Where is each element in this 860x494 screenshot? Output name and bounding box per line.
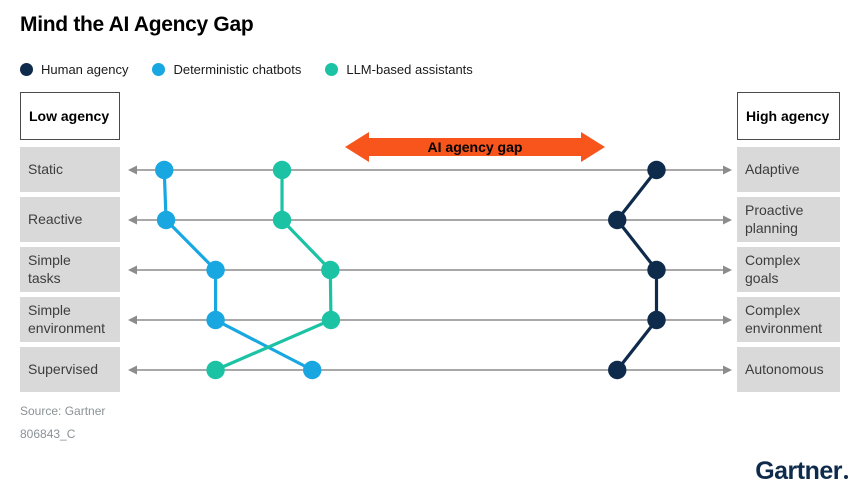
row-label-proactive-planning: Proactive planning — [737, 197, 840, 242]
data-point — [608, 360, 627, 380]
deterministic-chatbots-dot-icon — [152, 63, 166, 76]
legend-item-deterministic-chatbots: Deterministic chatbots — [152, 62, 301, 77]
row-label-complex-goals: Complex goals — [737, 247, 840, 292]
left-arrowhead-icon — [128, 215, 137, 225]
data-point — [206, 360, 225, 380]
data-point — [156, 210, 176, 230]
data-point — [321, 310, 341, 330]
logo-period-icon — [844, 475, 848, 479]
gap-arrow-shape — [345, 132, 605, 162]
gartner-logo-text: Gartner — [755, 457, 842, 485]
row-label-simple-tasks: Simple tasks — [20, 247, 120, 292]
row-label-static: Static — [20, 147, 120, 192]
data-point — [303, 360, 322, 380]
legend-item-llm-assistants: LLM-based assistants — [325, 62, 473, 77]
row-label-autonomous: Autonomous — [737, 347, 840, 392]
legend-item-human-agency: Human agency — [20, 62, 128, 77]
data-point — [272, 160, 292, 180]
row-label-simple-environment: Simple environment — [20, 297, 120, 342]
low-agency-header: Low agency — [20, 92, 120, 140]
left-arrowhead-icon — [128, 315, 137, 325]
left-arrowhead-icon — [128, 365, 137, 375]
data-point — [321, 260, 340, 280]
data-point — [206, 260, 225, 280]
series-group — [155, 160, 666, 380]
row-label-complex-environment: Complex environment — [737, 297, 840, 342]
human-agency-dot-icon — [20, 63, 33, 76]
legend: Human agency Deterministic chatbots LLM-… — [20, 62, 473, 77]
legend-label: LLM-based assistants — [346, 62, 473, 77]
right-arrowhead-icon — [723, 265, 732, 275]
llm-assistants-dot-icon — [325, 63, 339, 76]
right-arrowhead-icon — [723, 215, 732, 225]
data-point — [608, 210, 627, 230]
data-point — [647, 260, 666, 280]
data-point — [206, 310, 225, 330]
row-label-adaptive: Adaptive — [737, 147, 840, 192]
data-point — [155, 160, 174, 180]
page-title: Mind the AI Agency Gap — [20, 13, 254, 36]
document-id: 806843_C — [20, 427, 76, 441]
legend-label: Human agency — [41, 62, 129, 77]
high-agency-header: High agency — [737, 92, 840, 140]
data-point — [647, 160, 666, 180]
row-label-supervised: Supervised — [20, 347, 120, 392]
left-arrowhead-icon — [128, 265, 137, 275]
legend-label: Deterministic chatbots — [173, 62, 302, 77]
row-label-reactive: Reactive — [20, 197, 120, 242]
gap-arrow-label: AI agency gap — [428, 139, 523, 155]
right-arrowhead-icon — [723, 365, 732, 375]
data-point — [647, 310, 666, 330]
right-arrowhead-icon — [723, 315, 732, 325]
data-point — [272, 210, 292, 230]
right-arrowhead-icon — [723, 165, 732, 175]
gartner-logo: Gartner — [755, 457, 848, 486]
source-text: Source: Gartner — [20, 404, 106, 418]
left-arrowhead-icon — [128, 165, 137, 175]
